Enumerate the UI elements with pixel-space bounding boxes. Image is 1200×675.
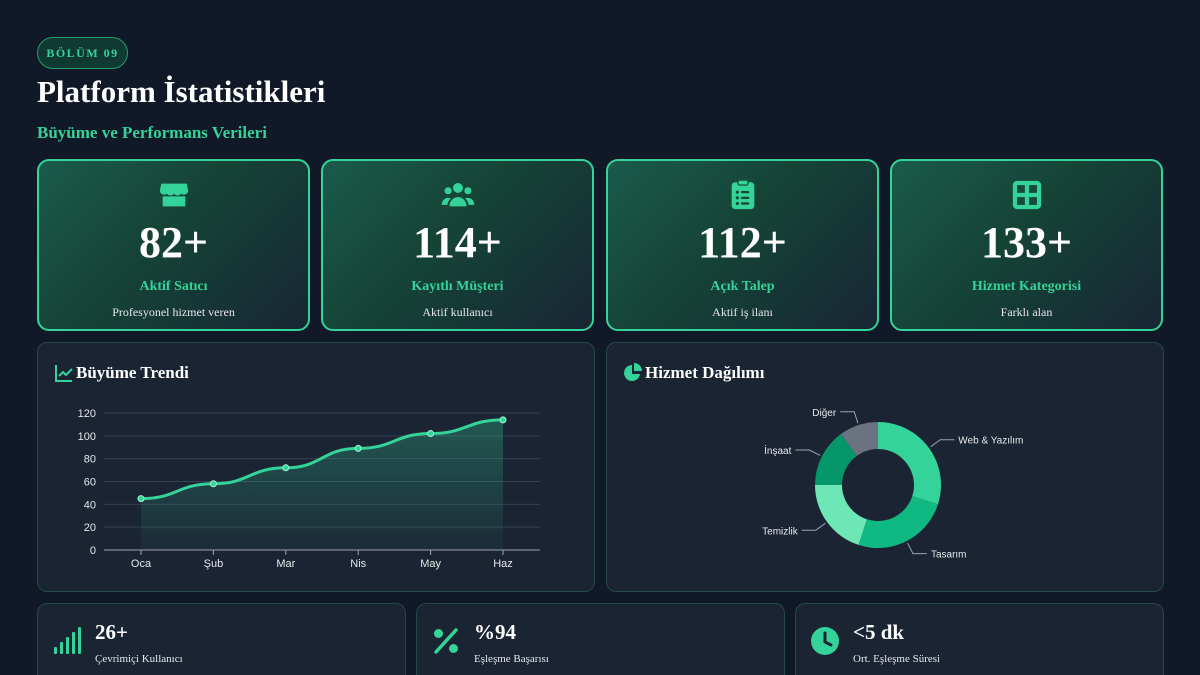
- stat-card-requests: 112+ Açık Talep Aktif iş ilanı: [606, 159, 879, 331]
- metric-label: Eşleşme Başarısı: [474, 653, 549, 665]
- metric-value: %94: [474, 620, 516, 644]
- metric-card-match-rate: %94 Eşleşme Başarısı: [416, 603, 785, 675]
- stat-label: Hizmet Kategorisi: [971, 279, 1082, 294]
- y-tick-label: 20: [84, 522, 96, 534]
- store-icon: [159, 183, 188, 207]
- metric-label: Ort. Eşleşme Süresi: [853, 653, 941, 665]
- stat-value: 112+: [698, 218, 787, 267]
- chart-pie-icon: [624, 363, 642, 381]
- chart-line-icon: [55, 365, 73, 382]
- signal-bars-icon: [54, 627, 81, 654]
- pie-leader-line: [801, 522, 826, 531]
- pie-label: Temizlik: [762, 526, 799, 537]
- data-point: [137, 495, 145, 503]
- pie-slice: [878, 422, 941, 505]
- series-area: [141, 419, 503, 550]
- stat-value: 133+: [980, 218, 1073, 267]
- section-badge: BÖLÜM 09: [37, 37, 128, 69]
- growth-chart-title-text: Büyüme Trendi: [76, 363, 189, 382]
- growth-chart: 0 20 40 60 80 100 120 Oca Şub Mar Nis May Haz: [78, 408, 540, 570]
- pie-slice: [840, 422, 878, 456]
- grid-icon: [1012, 180, 1041, 210]
- pie-leader-line: [907, 542, 927, 555]
- stat-label: Açık Talep: [710, 279, 775, 294]
- stat-description: Farklı alan: [1000, 305, 1053, 319]
- growth-chart-title: Büyüme Trendi: [54, 363, 189, 383]
- pie-slice: [815, 434, 857, 485]
- clipboard-list-icon: [731, 179, 754, 210]
- stat-card-sellers: 82+ Aktif Satıcı Profesyonel hizmet vere…: [37, 159, 310, 331]
- stat-label: Kayıtlı Müşteri: [411, 279, 504, 294]
- stat-description: Aktif kullanıcı: [422, 305, 493, 319]
- distribution-chart-panel: Web & Yazılım Tasarım Temizlik İnşaat Diğer …: [606, 342, 1164, 592]
- y-tick-label: 0: [90, 545, 96, 557]
- page-title: Platform İstatistikleri: [37, 74, 326, 109]
- data-point: [209, 480, 217, 488]
- stat-label: Aktif Satıcı: [139, 279, 208, 294]
- pie-label: Tasarım: [931, 550, 967, 561]
- metric-value: 26+: [95, 620, 128, 644]
- y-tick-label: 40: [84, 499, 96, 511]
- metric-value: <5 dk: [853, 620, 905, 644]
- metric-card-match-time: <5 dk Ort. Eşleşme Süresi: [795, 603, 1164, 675]
- x-tick-label: May: [420, 558, 441, 570]
- percent-icon: [434, 628, 458, 654]
- distribution-chart-title: Hizmet Dağılımı: [623, 363, 764, 383]
- y-tick-label: 120: [78, 408, 96, 420]
- metric-label: Çevrimiçi Kullanıcı: [95, 653, 183, 665]
- y-tick-label: 100: [78, 431, 96, 443]
- metric-card-online: 26+ Çevrimiçi Kullanıcı: [37, 603, 406, 675]
- series-line: [140, 418, 504, 501]
- pie-label: İnşaat: [764, 444, 791, 457]
- stat-card-categories: 133+ Hizmet Kategorisi Farklı alan: [890, 159, 1163, 331]
- data-point: [282, 464, 290, 472]
- users-icon: [441, 182, 474, 207]
- pie-leader-line: [840, 411, 859, 424]
- x-tick-label: Oca: [131, 558, 152, 570]
- data-point: [427, 430, 435, 438]
- y-tick-label: 60: [84, 477, 96, 489]
- distribution-chart: Web & Yazılım Tasarım Temizlik İnşaat Diğer: [762, 408, 1023, 561]
- stat-value: 82+: [138, 218, 209, 267]
- distribution-chart-title-text: Hizmet Dağılımı: [645, 363, 765, 382]
- x-tick-label: Haz: [493, 558, 513, 570]
- clock-icon: [811, 627, 839, 655]
- stat-card-customers: 114+ Kayıtlı Müşteri Aktif kullanıcı: [321, 159, 594, 331]
- y-tick-label: 80: [84, 454, 96, 466]
- stat-description: Profesyonel hizmet veren: [112, 305, 235, 319]
- pie-slice: [815, 485, 867, 545]
- pie-slice: [858, 496, 938, 548]
- pie-label: Diğer: [812, 408, 837, 419]
- pie-leader-line: [795, 449, 821, 456]
- growth-chart-panel: 0 20 40 60 80 100 120 Oca Şub Mar Nis May Haz Büyüme…: [37, 342, 595, 592]
- pie-label: Web & Yazılım: [958, 436, 1023, 447]
- pie-leader-line: [930, 439, 955, 448]
- x-tick-label: Nis: [350, 558, 366, 570]
- stat-value: 114+: [413, 218, 502, 267]
- data-point: [499, 416, 507, 424]
- x-tick-label: Şub: [204, 558, 224, 570]
- x-tick-label: Mar: [276, 558, 295, 570]
- data-point: [354, 444, 362, 452]
- page-subtitle: Büyüme ve Performans Verileri: [37, 123, 267, 142]
- stat-description: Aktif iş ilanı: [712, 305, 773, 319]
